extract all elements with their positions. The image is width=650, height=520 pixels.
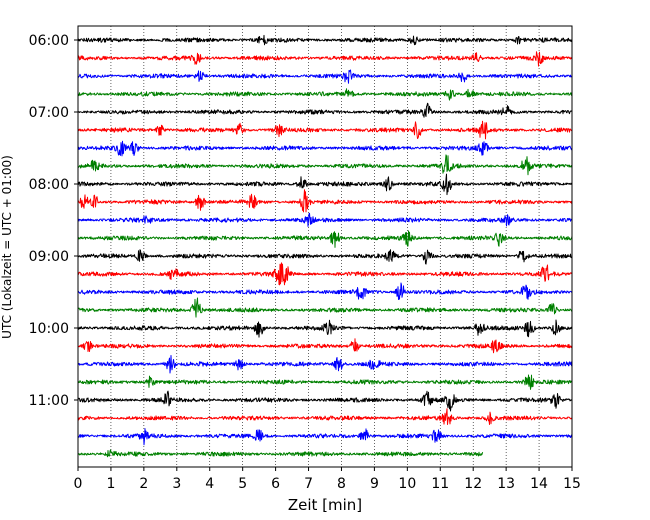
trace-0615 bbox=[77, 51, 573, 67]
x-tick-label-1: 1 bbox=[106, 476, 115, 492]
trace-1000 bbox=[77, 319, 573, 338]
trace-0915 bbox=[77, 262, 573, 286]
trace-0900 bbox=[77, 249, 573, 265]
trace-0730 bbox=[77, 140, 573, 157]
x-axis-title: Zeit [min] bbox=[288, 496, 362, 514]
trace-0930 bbox=[77, 282, 573, 300]
y-axis-title: UTC (Lokalzeit = UTC + 01:00) bbox=[0, 155, 14, 339]
y-tick-label-2: 08:00 bbox=[29, 177, 69, 193]
x-tick-label-2: 2 bbox=[139, 476, 148, 492]
y-tick-label-1: 07:00 bbox=[29, 105, 69, 121]
trace-1015 bbox=[77, 338, 573, 354]
y-tick-label-3: 09:00 bbox=[29, 249, 69, 265]
x-tick-label-6: 6 bbox=[271, 476, 280, 492]
trace-0630 bbox=[77, 69, 573, 84]
trace-group bbox=[77, 34, 573, 458]
plot-background bbox=[78, 26, 572, 467]
x-tick-label-0: 0 bbox=[74, 476, 83, 492]
x-tick-label-10: 10 bbox=[398, 476, 416, 492]
trace-0600 bbox=[77, 34, 573, 46]
x-tick-label-13: 13 bbox=[497, 476, 515, 492]
y-axis-ticks: 06:00 07:00 08:00 09:00 10:00 11:00 bbox=[29, 33, 78, 409]
y-tick-label-5: 11:00 bbox=[29, 393, 69, 409]
trace-0815 bbox=[77, 189, 573, 213]
trace-0945 bbox=[77, 297, 573, 318]
trace-0700 bbox=[77, 102, 573, 118]
x-tick-label-7: 7 bbox=[304, 476, 313, 492]
trace-1130 bbox=[77, 428, 573, 446]
x-tick-label-15: 15 bbox=[563, 476, 581, 492]
trace-1100 bbox=[77, 390, 573, 412]
trace-0645 bbox=[77, 88, 573, 101]
x-tick-label-3: 3 bbox=[172, 476, 181, 492]
trace-0745 bbox=[77, 154, 573, 176]
x-tick-label-9: 9 bbox=[370, 476, 379, 492]
x-axis-ticks: 0 1 2 3 4 5 6 7 8 9 10 11 12 13 14 15 bbox=[74, 467, 581, 492]
trace-0800 bbox=[77, 173, 573, 196]
trace-1045 bbox=[77, 374, 573, 390]
x-tick-label-11: 11 bbox=[431, 476, 449, 492]
y-tick-label-0: 06:00 bbox=[29, 33, 69, 49]
trace-0845 bbox=[77, 230, 573, 248]
x-tick-label-12: 12 bbox=[464, 476, 482, 492]
trace-0830 bbox=[77, 212, 573, 227]
trace-0715 bbox=[77, 120, 573, 140]
plot-frame bbox=[77, 25, 573, 468]
trace-1145 bbox=[77, 449, 484, 458]
x-tick-label-14: 14 bbox=[530, 476, 548, 492]
trace-1115 bbox=[77, 408, 573, 425]
x-tick-label-4: 4 bbox=[205, 476, 214, 492]
x-tick-label-5: 5 bbox=[238, 476, 247, 492]
x-tick-label-8: 8 bbox=[337, 476, 346, 492]
y-tick-label-4: 10:00 bbox=[29, 321, 69, 337]
trace-1030 bbox=[77, 355, 573, 374]
